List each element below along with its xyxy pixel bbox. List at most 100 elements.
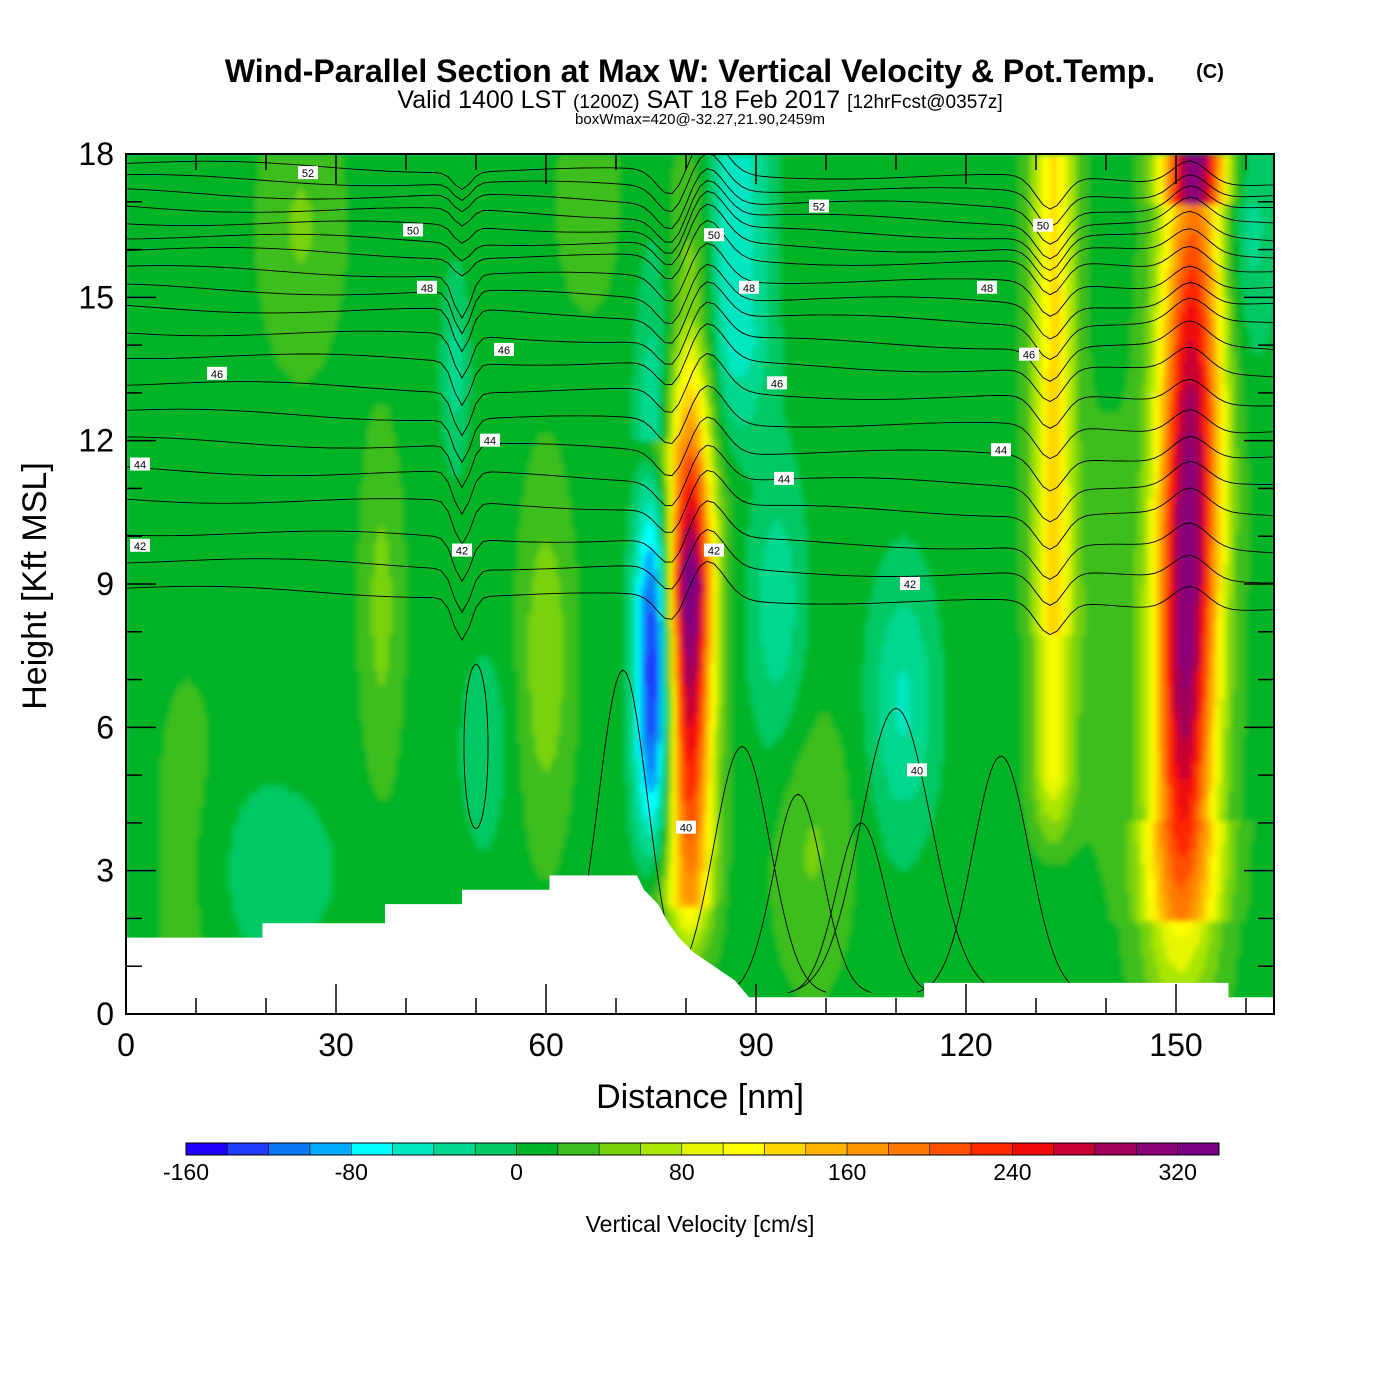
field-cell	[217, 655, 222, 664]
field-cell	[175, 806, 180, 814]
field-cell	[143, 361, 148, 370]
field-cell	[252, 261, 257, 270]
field-cell	[276, 519, 281, 528]
field-cell	[238, 705, 243, 714]
field-cell	[269, 598, 274, 607]
field-cell	[206, 182, 211, 191]
field-cell	[164, 455, 169, 463]
field-cell	[129, 562, 134, 571]
field-cell	[199, 505, 204, 513]
field-cell	[189, 304, 194, 313]
field-cell	[199, 490, 204, 499]
field-cell	[129, 161, 134, 169]
field-cell	[210, 197, 215, 205]
field-cell	[182, 433, 187, 442]
field-cell	[203, 670, 208, 678]
field-cell	[196, 863, 201, 872]
field-cell	[224, 476, 229, 485]
field-cell	[262, 490, 267, 499]
field-cell	[189, 806, 194, 814]
field-cell	[126, 490, 131, 499]
field-cell	[276, 562, 281, 571]
field-cell	[143, 182, 148, 191]
field-cell	[140, 498, 145, 506]
field-cell	[175, 541, 180, 549]
field-cell	[164, 770, 169, 779]
field-cell	[266, 605, 271, 614]
field-cell	[154, 720, 159, 728]
field-cell	[199, 447, 204, 456]
field-cell	[231, 232, 236, 241]
field-cell	[199, 756, 204, 764]
field-cell	[140, 548, 145, 556]
field-cell	[252, 297, 257, 306]
field-cell	[245, 791, 250, 800]
field-cell	[133, 476, 138, 485]
field-cell	[220, 390, 225, 399]
field-cell	[143, 447, 148, 456]
field-cell	[136, 548, 141, 556]
field-cell	[248, 182, 253, 191]
field-cell	[136, 627, 141, 635]
field-cell	[266, 576, 271, 585]
field-cell	[185, 347, 190, 356]
field-cell	[147, 211, 152, 220]
field-cell	[273, 455, 278, 463]
field-cell	[157, 713, 162, 721]
field-cell	[273, 519, 278, 528]
field-cell	[185, 154, 190, 162]
field-cell	[269, 455, 274, 463]
field-cell	[269, 627, 274, 635]
field-cell	[150, 218, 155, 227]
field-cell	[220, 813, 225, 822]
field-cell	[143, 713, 148, 721]
field-cell	[220, 383, 225, 392]
field-cell	[129, 662, 134, 671]
field-cell	[262, 218, 267, 227]
field-cell	[192, 713, 197, 721]
field-cell	[248, 354, 253, 363]
field-cell	[189, 870, 194, 879]
field-cell	[234, 519, 239, 528]
field-cell	[196, 856, 201, 865]
field-cell	[241, 419, 246, 427]
field-cell	[262, 526, 267, 535]
field-cell	[269, 189, 274, 198]
field-cell	[164, 189, 169, 198]
field-cell	[136, 698, 141, 707]
field-cell	[175, 347, 180, 356]
field-cell	[227, 533, 232, 542]
field-cell	[210, 834, 215, 843]
field-cell	[203, 827, 208, 836]
field-cell	[157, 877, 162, 886]
field-cell	[227, 483, 232, 492]
field-cell	[168, 834, 173, 843]
field-cell	[248, 605, 253, 614]
field-cell	[192, 562, 197, 571]
field-cell	[217, 885, 222, 893]
field-cell	[210, 541, 215, 549]
field-cell	[206, 247, 211, 255]
field-cell	[231, 340, 236, 349]
field-cell	[220, 490, 225, 499]
field-cell	[217, 662, 222, 671]
field-cell	[245, 261, 250, 270]
field-cell	[273, 684, 278, 693]
field-cell	[129, 254, 134, 263]
field-cell	[199, 584, 204, 592]
field-cell	[150, 820, 155, 829]
field-cell	[269, 741, 274, 750]
field-cell	[147, 648, 152, 657]
field-cell	[143, 584, 148, 592]
field-cell	[266, 462, 271, 470]
field-cell	[273, 419, 278, 427]
field-cell	[252, 268, 257, 277]
field-cell	[133, 189, 138, 198]
field-cell	[175, 863, 180, 872]
field-cell	[168, 433, 173, 442]
field-cell	[150, 713, 155, 721]
field-cell	[255, 340, 260, 349]
field-cell	[164, 906, 169, 915]
field-cell	[217, 290, 222, 298]
